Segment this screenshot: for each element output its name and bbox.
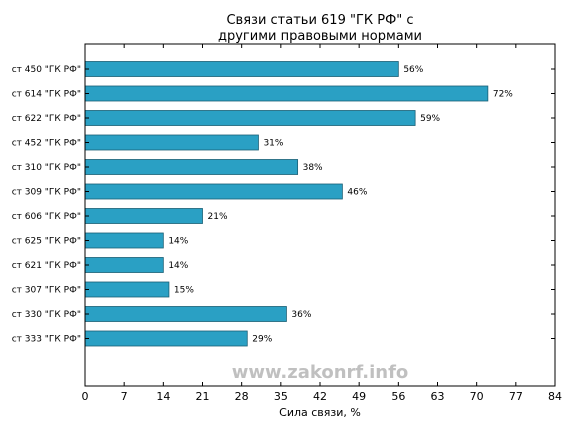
data-label: 72% [493, 90, 513, 100]
x-tick-label: 7 [121, 390, 128, 403]
category-label: ст 625 "ГК РФ" [12, 237, 81, 247]
bars-group [84, 61, 555, 347]
x-tick-label: 49 [352, 390, 366, 403]
category-labels: ст 450 "ГК РФ" ст 614 "ГК РФ" ст 622 "ГК Р… [12, 65, 81, 345]
data-label: 29% [252, 335, 272, 345]
x-tick-label: 21 [196, 390, 210, 403]
x-tick-label: 42 [313, 390, 327, 403]
data-label: 59% [420, 114, 440, 124]
x-tick-label: 70 [470, 390, 484, 403]
bar [84, 330, 248, 347]
x-axis-ticks: 0 7 14 21 28 35 42 49 56 63 70 77 84 [82, 44, 562, 403]
x-tick-label: 63 [431, 390, 445, 403]
data-label: 15% [174, 286, 194, 296]
x-axis-label: Сила связи, % [279, 406, 361, 419]
data-labels: 56% 72% 59% 31% 38% 46% 21% 14% 14% 15% 36% 29% [168, 65, 513, 345]
category-label: ст 450 "ГК РФ" [12, 65, 81, 75]
bar [84, 306, 287, 322]
bar [84, 281, 170, 298]
chart-title-line-1: Связи статьи 619 "ГК РФ" с [226, 13, 413, 28]
data-label: 14% [168, 237, 188, 247]
data-label: 38% [303, 163, 323, 173]
data-label: 56% [403, 65, 423, 75]
category-label: ст 606 "ГК РФ" [12, 212, 81, 222]
category-label: ст 614 "ГК РФ" [12, 90, 81, 100]
x-tick-label: 35 [274, 390, 288, 403]
category-label: ст 310 "ГК РФ" [12, 163, 81, 173]
bar [84, 159, 299, 175]
x-tick-label: 84 [548, 390, 562, 403]
bar [84, 183, 343, 200]
category-label: ст 330 "ГК РФ" [12, 310, 81, 320]
data-label: 14% [168, 261, 188, 271]
x-tick-label: 56 [391, 390, 405, 403]
bar [84, 232, 164, 249]
data-label: 31% [263, 139, 283, 149]
chart-title-line-2: другими правовыми нормами [218, 29, 422, 44]
bar [84, 110, 416, 126]
category-label: ст 333 "ГК РФ" [12, 335, 81, 345]
category-label: ст 622 "ГК РФ" [12, 114, 81, 124]
plot-frame [84, 43, 556, 387]
data-label: 36% [291, 310, 311, 320]
bar [84, 85, 489, 102]
category-label: ст 309 "ГК РФ" [12, 188, 81, 198]
bar [84, 134, 259, 151]
x-tick-label: 0 [82, 390, 89, 403]
category-label: ст 307 "ГК РФ" [12, 286, 81, 296]
data-label: 21% [208, 212, 228, 222]
bar [84, 257, 164, 273]
x-tick-label: 14 [156, 390, 170, 403]
x-tick-label: 28 [235, 390, 249, 403]
data-label: 46% [347, 188, 367, 198]
category-label: ст 621 "ГК РФ" [12, 261, 81, 271]
x-tick-label: 77 [509, 390, 523, 403]
bar [84, 208, 203, 224]
watermark-text: www.zakonrf.info [232, 362, 409, 383]
category-label: ст 452 "ГК РФ" [12, 139, 81, 149]
bar [84, 61, 399, 77]
